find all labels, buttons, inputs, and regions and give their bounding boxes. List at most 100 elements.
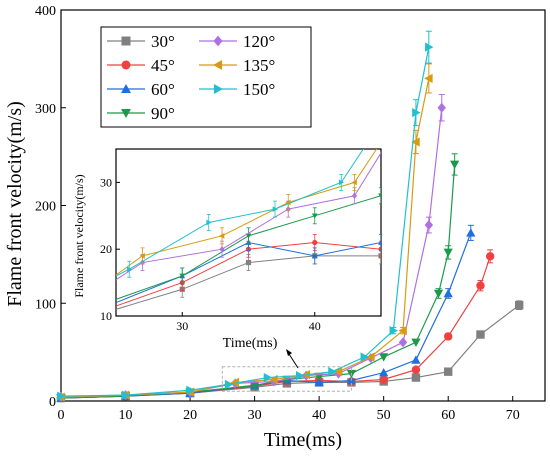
data-point	[411, 373, 421, 382]
inset-data-point	[245, 259, 252, 266]
data-point	[443, 248, 453, 258]
x-tick-label: 50	[377, 408, 391, 423]
data-point	[443, 288, 453, 298]
data-point	[485, 252, 495, 261]
data-point	[57, 391, 66, 401]
legend-item: 120°	[199, 32, 275, 51]
data-point	[437, 102, 446, 113]
data-point	[360, 352, 369, 362]
inset-data-point	[126, 266, 133, 273]
legend-marker	[121, 108, 131, 118]
data-point	[379, 368, 389, 377]
y-tick-label: 0	[49, 395, 56, 410]
inset-series-150°	[116, 149, 364, 278]
inset-series-line	[116, 255, 381, 310]
zoom-arrow	[288, 353, 299, 369]
legend-marker	[121, 60, 131, 70]
inset-y-tick-label: 10	[100, 309, 112, 323]
inset-data-point	[378, 239, 381, 245]
data-point	[398, 326, 407, 336]
inset-data-point	[338, 179, 345, 186]
legend-item: 135°	[199, 56, 275, 75]
data-point	[411, 355, 421, 364]
inset-data-point	[378, 193, 381, 199]
data-point	[424, 73, 433, 84]
data-point	[476, 281, 485, 290]
data-point	[514, 301, 524, 310]
legend-marker	[121, 36, 131, 46]
inset-y-axis-label: Flame front velocity(m/s)	[72, 174, 86, 297]
inset-series-line	[116, 194, 381, 300]
data-point	[450, 160, 460, 170]
inset-data-point	[206, 219, 212, 226]
inset-data-point	[351, 192, 358, 199]
data-point	[425, 42, 434, 52]
x-tick-label: 20	[183, 408, 197, 423]
legend-label: 45°	[151, 56, 175, 75]
legend-marker	[213, 84, 223, 94]
data-point	[379, 375, 388, 384]
legend-frame	[100, 26, 312, 128]
data-point	[366, 352, 375, 362]
main-plot: 0 10 20 30 40 50 60 70 0 100 200 300 400	[35, 4, 546, 423]
y-tick-label: 300	[35, 102, 56, 117]
data-point	[398, 337, 408, 348]
x-tick-label: 40	[312, 408, 326, 423]
x-tick-label: 10	[119, 408, 133, 423]
data-point	[314, 377, 324, 387]
x-tick-label: 60	[441, 408, 455, 423]
inset-data-point	[378, 253, 381, 259]
inset-data-point	[219, 232, 225, 239]
legend-marker	[213, 60, 223, 70]
data-point	[444, 332, 453, 341]
data-point	[433, 289, 444, 299]
data-point	[412, 108, 421, 118]
data-point	[379, 353, 389, 362]
data-point	[263, 372, 273, 383]
x-tick-label: 70	[506, 408, 520, 423]
zoom-region	[221, 366, 352, 392]
legend-label: 90°	[151, 104, 175, 123]
inset-data-point	[272, 206, 278, 212]
inset-data-point	[139, 253, 145, 259]
data-point	[411, 137, 420, 147]
zoom-arrow-head	[286, 349, 292, 356]
inset-data-point	[351, 179, 357, 186]
y-tick-label: 400	[35, 4, 56, 19]
legend-item: 45°	[107, 56, 175, 75]
data-point	[389, 326, 398, 336]
y-axis-label: Flame front velocity(m/s)	[4, 101, 26, 307]
inset-data-point	[311, 213, 318, 219]
data-point	[476, 330, 485, 339]
data-point	[328, 367, 337, 377]
inset-data-point	[245, 233, 252, 239]
inset-data-point	[179, 273, 186, 279]
data-point	[295, 370, 305, 381]
data-point	[249, 381, 260, 390]
inset-x-tick-label: 40	[309, 319, 321, 333]
inset-x-axis-label: Time(ms)	[223, 336, 278, 351]
x-tick-label: 30	[248, 408, 262, 423]
inset-y-tick-label: 30	[100, 175, 112, 189]
data-point	[466, 228, 476, 237]
x-axis-label: Time(ms)	[264, 429, 342, 451]
legend-item: 30°	[107, 32, 175, 51]
legend-item: 90°	[107, 104, 175, 123]
y-tick-label: 100	[35, 297, 56, 312]
inset-data-point	[219, 246, 225, 253]
inset-series-line	[116, 242, 381, 307]
data-point	[230, 377, 240, 388]
legend-marker	[121, 84, 131, 94]
data-point	[444, 367, 453, 376]
inset-plot: 30 40 10 20 30	[100, 148, 382, 333]
data-point	[225, 379, 234, 390]
legend-label: 120°	[243, 32, 275, 51]
legend-item: 150°	[199, 80, 275, 99]
legend: 30° 45° 60° 90° 120° 135° 150°	[100, 26, 312, 128]
legend-label: 135°	[243, 56, 275, 75]
legend-label: 30°	[151, 32, 175, 51]
inset-y-tick-label: 20	[100, 242, 112, 256]
data-point	[424, 220, 434, 231]
inset-data-point	[312, 239, 318, 246]
y-tick-label: 200	[35, 200, 56, 215]
